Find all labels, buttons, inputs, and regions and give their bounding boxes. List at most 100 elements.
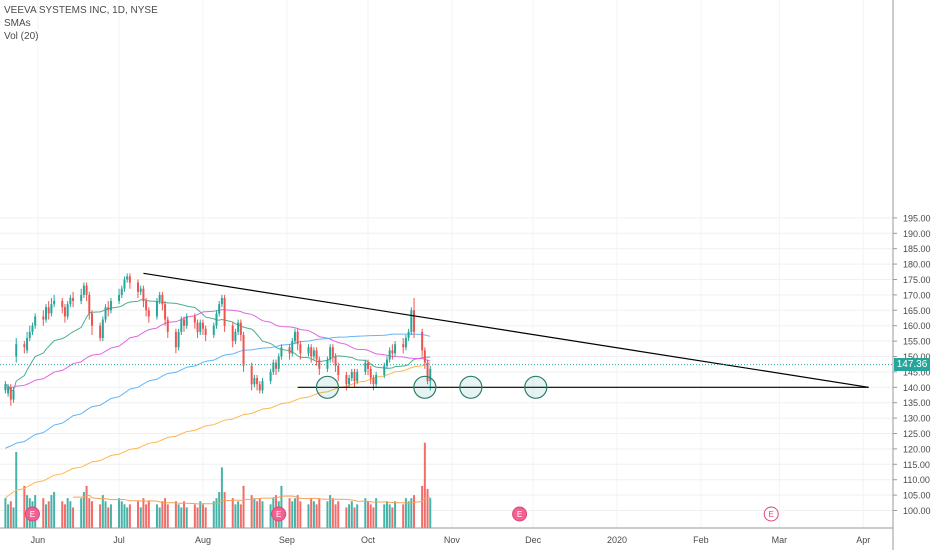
volume-bar xyxy=(158,507,161,528)
volume-bar xyxy=(364,498,367,528)
volume-ma-line xyxy=(73,494,431,505)
volume-bar xyxy=(421,485,424,528)
candle-body xyxy=(329,347,332,360)
candle-body xyxy=(375,374,378,385)
volume-bar xyxy=(174,501,177,528)
candle-body xyxy=(423,350,426,363)
volume-bar xyxy=(61,501,64,528)
earnings-marker[interactable]: E xyxy=(24,506,40,522)
candle-body xyxy=(404,338,407,348)
volume-bar xyxy=(45,504,48,528)
volume-bar xyxy=(63,504,66,528)
volume-bar xyxy=(385,501,388,528)
candle-body xyxy=(15,344,18,357)
volume-bar xyxy=(383,504,386,528)
volume-bar xyxy=(12,507,15,528)
volume-bar xyxy=(69,501,72,528)
volume-bar xyxy=(109,504,112,528)
drawings[interactable] xyxy=(0,272,893,399)
candle-body xyxy=(128,276,131,283)
sma-50-line xyxy=(5,309,431,388)
volume-bar xyxy=(137,501,140,528)
candle-body xyxy=(66,304,69,317)
x-tick-label: Mar xyxy=(772,535,788,545)
candle-body xyxy=(7,387,10,394)
volume-bar xyxy=(237,501,240,528)
volume-bar xyxy=(310,498,313,528)
earnings-marker-label: E xyxy=(30,510,35,519)
support-touch-circle xyxy=(413,375,437,399)
candle-body xyxy=(31,325,34,332)
candle-body xyxy=(142,288,145,302)
earnings-marker-circle xyxy=(512,506,528,522)
candle-body xyxy=(120,288,123,295)
sma-indicator-label[interactable]: SMAs xyxy=(4,18,31,29)
candle-body xyxy=(9,387,12,400)
candle-body xyxy=(91,313,94,326)
candle-body xyxy=(204,328,207,335)
y-tick-label: 135.00 xyxy=(903,398,931,408)
volume-bar xyxy=(291,501,294,528)
volume-bars xyxy=(4,442,432,528)
y-tick-label: 125.00 xyxy=(903,429,931,439)
volume-bar xyxy=(107,507,110,528)
candle-body xyxy=(147,310,150,317)
y-tick-label: 175.00 xyxy=(903,275,931,285)
x-tick-label: Dec xyxy=(525,535,542,545)
candle-body xyxy=(272,362,275,372)
volume-bar xyxy=(47,501,50,528)
x-tick-label: Sep xyxy=(279,535,295,545)
candle-body xyxy=(212,325,215,335)
candle-body xyxy=(177,331,180,348)
volume-bar xyxy=(242,485,245,528)
candle-body xyxy=(367,362,370,369)
volume-bar xyxy=(353,507,356,528)
candle-body xyxy=(250,365,253,385)
candle-body xyxy=(107,307,110,311)
symbol-title[interactable]: VEEVA SYSTEMS INC, 1D, NYSE xyxy=(4,5,158,16)
candle-body xyxy=(261,381,264,391)
candle-body xyxy=(196,322,199,332)
volume-bar xyxy=(66,498,69,528)
volume-bar xyxy=(101,495,104,528)
candle-body xyxy=(185,316,188,326)
candle-body xyxy=(307,347,310,354)
x-tick-label: Jun xyxy=(31,535,46,545)
candle-body xyxy=(299,344,302,354)
candle-body xyxy=(199,322,202,332)
candle-body xyxy=(312,350,315,357)
earnings-marker[interactable]: E xyxy=(271,506,287,522)
candle-body xyxy=(318,359,321,369)
volume-indicator-label[interactable]: Vol (20) xyxy=(4,31,39,42)
candle-body xyxy=(350,371,353,379)
earnings-marker[interactable]: E xyxy=(512,506,528,522)
candle-body xyxy=(69,297,72,305)
volume-bar xyxy=(91,501,94,528)
support-touch-circle xyxy=(459,375,483,399)
x-tick-label: Aug xyxy=(195,535,211,545)
candle-body xyxy=(137,282,140,292)
candle-body xyxy=(402,344,405,348)
earnings-marker-circle xyxy=(763,506,779,522)
volume-bar xyxy=(212,501,215,528)
candle-body xyxy=(310,347,313,357)
y-tick-label: 170.00 xyxy=(903,290,931,300)
volume-bar xyxy=(80,498,83,528)
volume-bar xyxy=(142,498,145,528)
volume-bar xyxy=(72,507,75,528)
earnings-marker[interactable]: E xyxy=(763,506,779,522)
volume-bar xyxy=(375,498,378,528)
candle-body xyxy=(391,350,394,354)
candle-body xyxy=(280,347,283,357)
sma-200-line xyxy=(5,362,431,499)
candle-body xyxy=(193,316,196,323)
volume-bar xyxy=(253,498,256,528)
volume-bar xyxy=(99,504,102,528)
volume-bar xyxy=(372,507,375,528)
candle-body xyxy=(277,356,280,369)
candle-body xyxy=(180,319,183,332)
